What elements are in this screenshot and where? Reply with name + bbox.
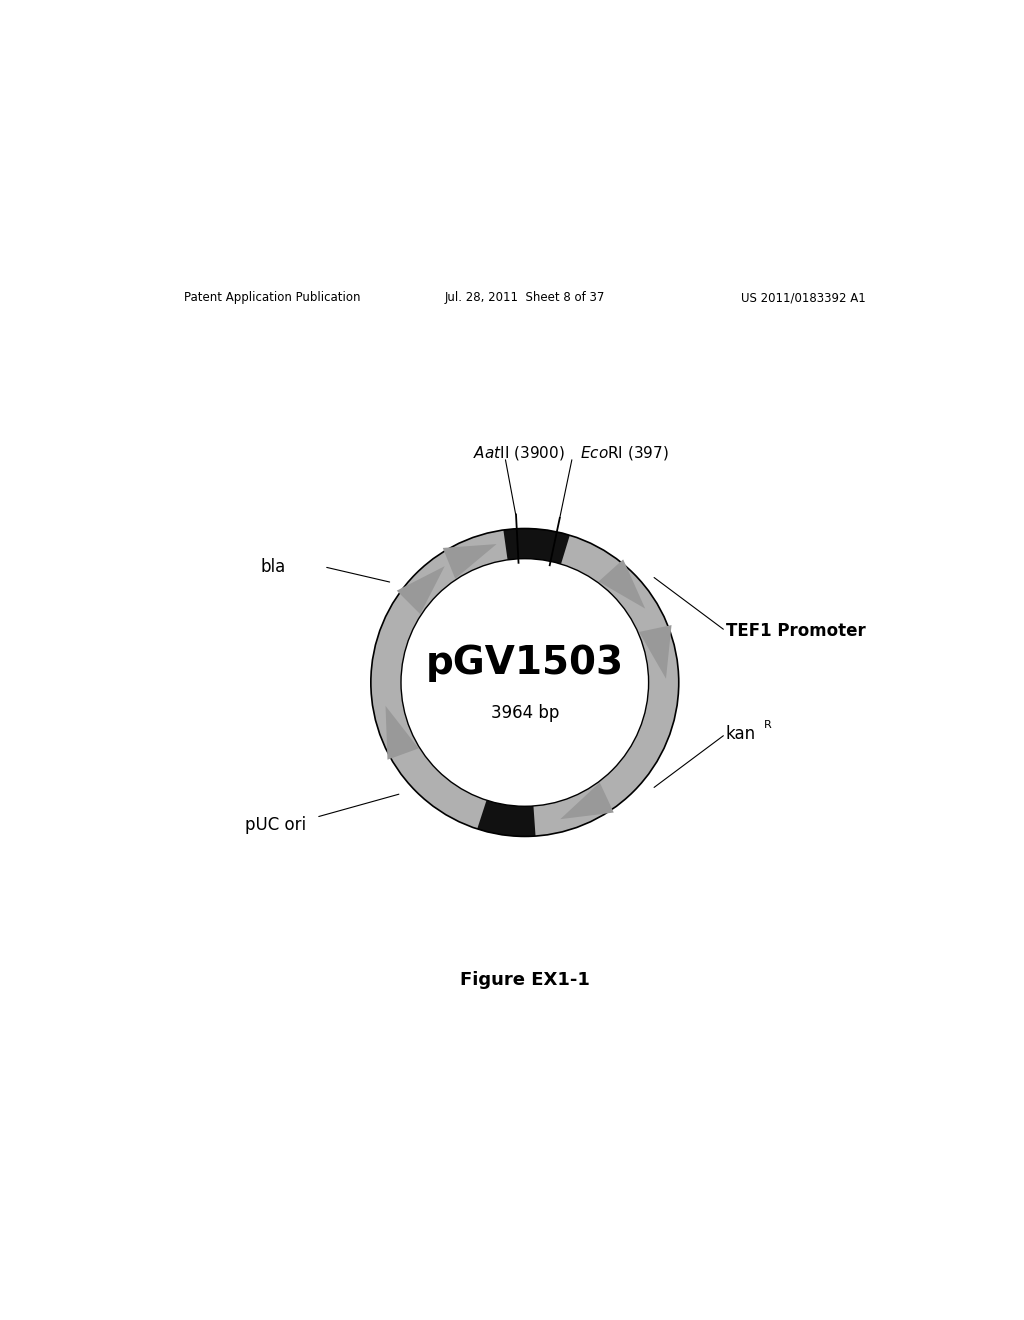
Polygon shape [385, 706, 419, 760]
Polygon shape [442, 544, 497, 578]
Text: Patent Application Publication: Patent Application Publication [183, 292, 360, 304]
Text: kan: kan [726, 725, 756, 743]
Text: bla: bla [260, 558, 286, 576]
Text: $\it{Aat}$II (3900): $\it{Aat}$II (3900) [473, 444, 565, 462]
Polygon shape [560, 783, 613, 820]
Text: TEF1 Promoter: TEF1 Promoter [726, 622, 865, 640]
Text: pGV1503: pGV1503 [426, 644, 624, 681]
Text: Jul. 28, 2011  Sheet 8 of 37: Jul. 28, 2011 Sheet 8 of 37 [444, 292, 605, 304]
Text: pUC ori: pUC ori [245, 816, 306, 834]
Text: $\it{Eco}$RI (397): $\it{Eco}$RI (397) [581, 444, 670, 462]
Polygon shape [477, 800, 536, 837]
Text: US 2011/0183392 A1: US 2011/0183392 A1 [741, 292, 866, 304]
Polygon shape [504, 528, 569, 564]
Text: R: R [764, 721, 771, 730]
Polygon shape [599, 560, 645, 609]
Text: 3964 bp: 3964 bp [490, 704, 559, 722]
Text: Figure EX1-1: Figure EX1-1 [460, 972, 590, 989]
Polygon shape [371, 528, 679, 837]
Polygon shape [396, 566, 444, 614]
Polygon shape [639, 626, 672, 678]
